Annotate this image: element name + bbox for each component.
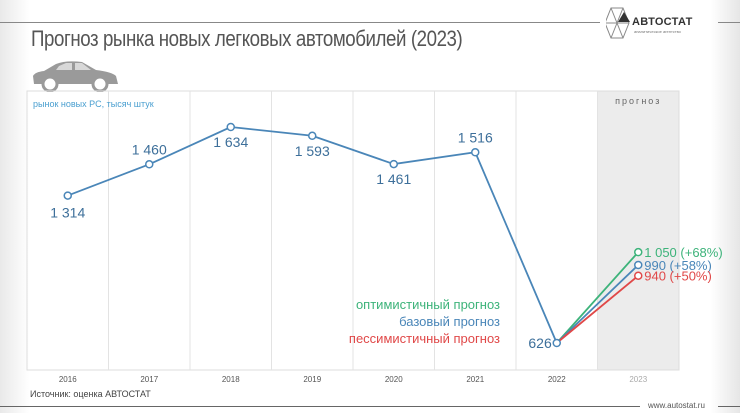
x-tick-label: 2019 [303,375,321,384]
data-label: 1 314 [50,205,85,221]
data-label: 1 593 [295,143,330,159]
website-link[interactable]: www.autostat.ru [648,401,705,410]
data-point [471,148,480,157]
data-label: 940 (+50%) [644,269,712,284]
x-tick-label: 2021 [466,375,484,384]
data-point [634,271,643,280]
forecast-line [556,264,639,344]
data-point [145,160,154,169]
x-tick-label: 2016 [59,375,77,384]
divider [0,22,600,23]
divider [0,406,640,407]
legend-entry: пессимистичный прогноз [349,331,500,346]
logo-subtitle: аналитическое агентство [634,29,681,34]
divider [718,22,740,23]
data-point [226,122,235,132]
forecast-label: прогноз [615,96,661,106]
logo-text: АВТОСТАТ [632,16,693,28]
data-point [634,247,643,257]
legend-entry: оптимистичный прогноз [356,297,500,312]
divider [718,406,740,407]
data-point [552,338,561,348]
source-note: Источник: оценка АВТОСТАТ [30,389,151,399]
forecast-region [597,91,679,370]
data-point [63,191,72,200]
forecast-line [556,275,639,344]
x-tick-label: 2018 [222,375,240,384]
x-tick-label: 2023 [629,375,647,384]
x-tick-label: 2017 [140,375,158,384]
data-label: 1 461 [376,171,411,187]
data-label: 1 516 [458,129,493,145]
x-tick-label: 2022 [548,375,566,384]
data-point [634,260,643,270]
legend-entry: базовый прогноз [399,314,500,329]
data-label: 990 (+58%) [644,258,712,273]
data-label: 626 [528,335,552,351]
page-title: Прогноз рынка новых легковых автомобилей… [31,26,463,51]
data-point [308,131,317,141]
data-label: 1 050 (+68%) [644,245,722,260]
y-axis-label: рынок новых PC, тысяч штук [33,99,154,109]
autostat-logo-icon [606,7,630,39]
data-label: 1 460 [132,141,167,157]
x-tick-label: 2020 [385,375,403,384]
data-label: 1 634 [213,134,248,150]
forecast-line [556,251,639,344]
data-point [389,159,398,169]
